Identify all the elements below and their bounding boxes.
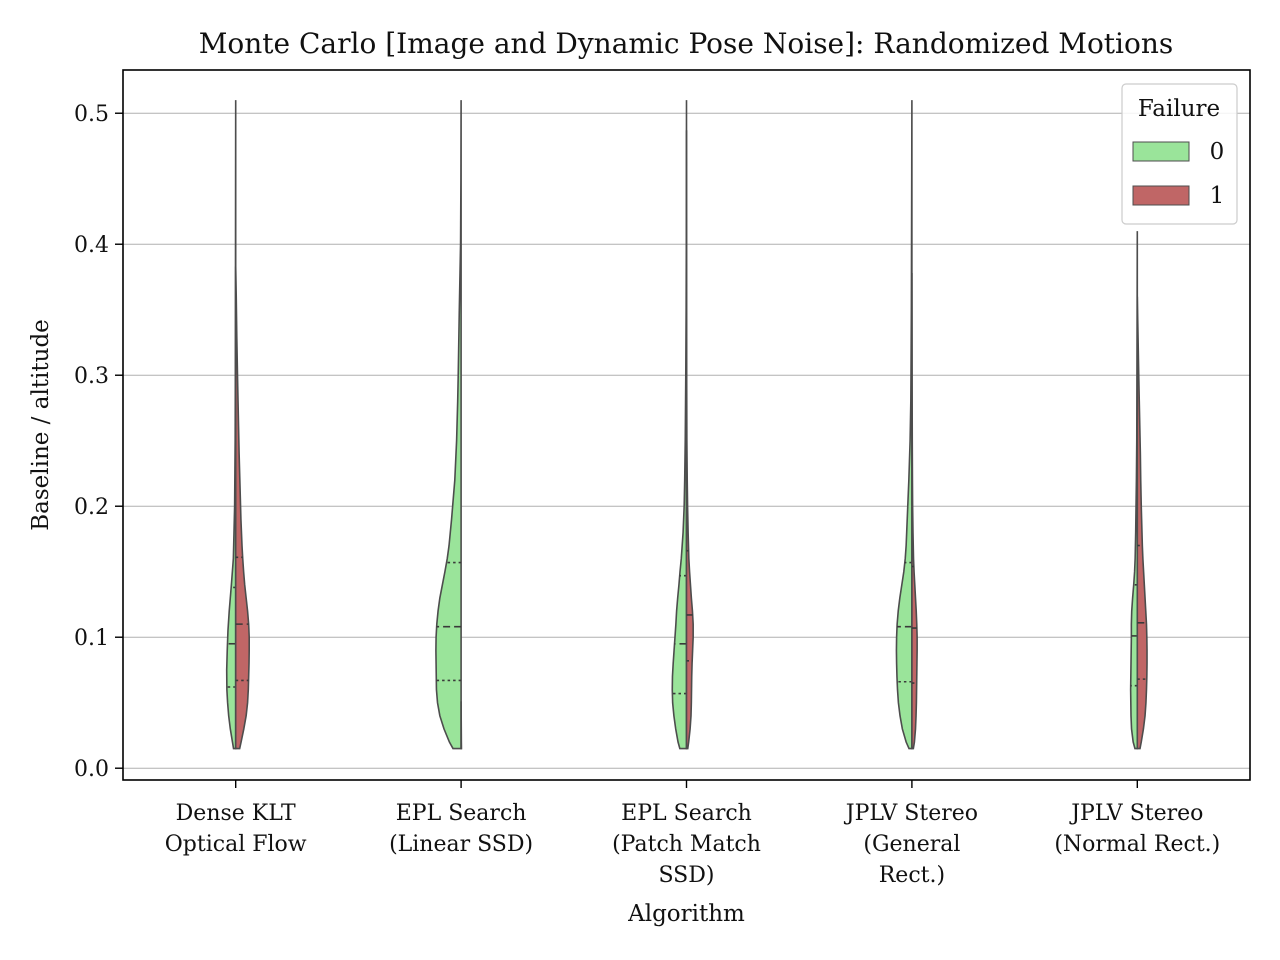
y-axis-label: Baseline / altitude <box>28 319 54 531</box>
violin-left-half <box>435 100 462 750</box>
violin-left-half <box>225 100 237 750</box>
x-tick-label-line: (General <box>863 832 960 857</box>
legend: Failure 0 1 <box>1121 83 1238 225</box>
x-tick-label-line: Rect.) <box>879 863 945 888</box>
legend-label: 0 <box>1210 139 1225 165</box>
x-tick-label-line: (Patch Match <box>612 832 761 857</box>
violin-right-half <box>234 266 250 750</box>
legend-label: 1 <box>1210 183 1225 209</box>
violin-right-half <box>685 130 694 750</box>
x-tick-label-line: EPL Search <box>396 801 527 826</box>
x-tick-label: JPLV Stereo (General Rect.) <box>844 801 978 888</box>
legend-title: Failure <box>1138 96 1220 122</box>
y-tick-label: 0.5 <box>74 102 109 127</box>
x-tick-label: EPL Search (Linear SSD) <box>389 801 533 857</box>
x-tick-label-line: JPLV Stereo <box>1069 801 1203 826</box>
x-tick-label: JPLV Stereo (Normal Rect.) <box>1054 801 1220 857</box>
chart-title: Monte Carlo [Image and Dynamic Pose Nois… <box>199 27 1174 60</box>
violin-left-half <box>671 100 688 750</box>
plot-frame <box>122 69 1251 781</box>
legend-swatch <box>1132 185 1190 206</box>
violin-right-half <box>1136 296 1148 750</box>
x-tick-label-line: Optical Flow <box>165 832 307 857</box>
x-tick-label: Dense KLT Optical Flow <box>165 801 307 857</box>
y-tick-label: 0.0 <box>74 757 109 782</box>
legend-swatch <box>1132 141 1190 162</box>
violin-left-half <box>895 100 913 750</box>
violin-right-half <box>911 273 918 750</box>
x-tick-label-line: EPL Search <box>621 801 752 826</box>
y-tick-label: 0.3 <box>74 364 109 389</box>
violins <box>225 100 1148 750</box>
y-tick-label: 0.2 <box>74 495 109 520</box>
x-tick-label-line: (Normal Rect.) <box>1054 832 1220 857</box>
y-axis: 0.0 0.1 0.2 0.3 0.4 0.5 <box>74 102 123 782</box>
y-tick-label: 0.4 <box>74 233 109 258</box>
x-tick-label-line: (Linear SSD) <box>389 832 533 857</box>
x-tick-label: EPL Search (Patch Match SSD) <box>612 801 761 888</box>
y-tick-label: 0.1 <box>74 626 109 651</box>
violin-left-half <box>1129 231 1139 750</box>
x-tick-label-line: JPLV Stereo <box>844 801 978 826</box>
x-axis: Dense KLT Optical Flow EPL Search (Linear S… <box>165 780 1220 888</box>
x-axis-label: Algorithm <box>627 901 745 927</box>
x-tick-label-line: Dense KLT <box>176 801 296 826</box>
x-tick-label-line: SSD) <box>659 863 715 888</box>
